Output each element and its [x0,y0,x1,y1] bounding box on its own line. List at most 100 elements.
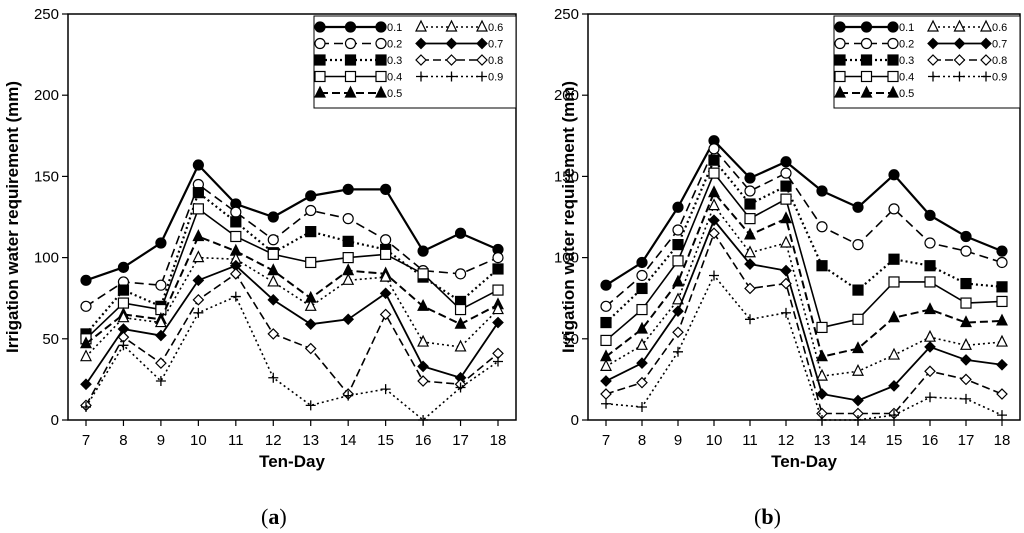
data-point [780,180,792,192]
y-tick-label: 100 [554,250,579,267]
data-point [852,284,864,296]
data-point [636,376,648,389]
data-point [636,357,648,370]
data-point [996,334,1008,347]
data-point [744,227,756,240]
data-point [192,250,205,263]
legend-marker [954,71,965,82]
legend-marker [860,85,873,98]
data-point [80,349,92,362]
data-point [192,187,204,199]
series-0.7 [80,259,504,391]
legend-marker [980,37,992,50]
legend-item-0.4: 0.4 [834,70,914,84]
data-point [780,235,792,248]
data-point [744,213,756,225]
panel-b: 0 50 100 150 200 250 7 8 9 10 11 12 13 14 15 16 17 18 Ten-… [554,6,1021,529]
data-point [888,276,900,288]
legend-item-0.9: 0.9 [928,71,1007,84]
data-point [417,334,430,347]
legend-label: 0.6 [488,22,503,34]
legend-marker [344,37,357,50]
x-tick-label: 18 [490,432,507,449]
legend-label: 0.6 [992,22,1007,34]
legend-label: 0.7 [488,39,503,51]
legend-marker [887,85,899,98]
legend-marker [834,85,846,98]
data-point [155,279,167,291]
data-point [229,267,242,280]
data-point [342,183,354,195]
data-point [342,235,354,247]
legend-label: 0.5 [899,88,914,100]
legend-item-0.5: 0.5 [834,85,914,100]
legend-item-0.1: 0.1 [834,21,914,34]
data-point [192,203,204,215]
data-point [888,347,900,360]
data-point [267,328,280,340]
data-point [154,315,167,328]
legend-marker [927,19,939,32]
data-point [601,398,611,409]
data-point [192,293,205,306]
data-point [230,230,242,243]
data-point [924,209,936,221]
legend-marker [415,54,427,66]
series-line [605,219,1003,402]
legend-marker [953,19,966,32]
data-point [708,167,720,179]
legend-marker [314,21,326,33]
data-point [417,298,430,311]
legend-item-0.8: 0.8 [415,54,503,67]
data-point [708,143,720,155]
legend-item-0.2: 0.2 [314,37,402,51]
series-0.6 [600,198,1008,381]
legend-marker [476,19,488,32]
legend-marker [476,37,488,50]
data-point [454,227,467,239]
data-point [418,415,429,425]
data-point [267,293,280,306]
legend-label: 0.1 [387,22,402,34]
series-0.9 [601,270,1007,425]
data-point [600,334,612,347]
legend-marker [445,19,458,32]
panel-label: (a) [261,504,287,529]
legend-marker [860,70,873,83]
data-point [816,221,828,233]
legend-marker [375,70,387,83]
legend-marker [375,85,387,98]
series-line [85,273,499,406]
data-point [960,354,972,366]
x-tick-label: 9 [674,432,682,449]
series-line [605,274,1003,421]
legend-label: 0.8 [992,55,1007,67]
y-tick-label: 250 [34,6,59,23]
data-point [304,342,317,355]
data-point [267,274,280,287]
legend-label: 0.9 [488,72,503,84]
series-0.3 [600,154,1008,329]
data-point [492,263,504,275]
data-point [600,375,612,387]
legend-marker [344,70,357,83]
data-point [996,281,1008,293]
x-tick-label: 14 [340,432,357,449]
data-point [996,388,1008,400]
plot-frame [67,13,517,421]
data-point [744,245,756,258]
data-point [305,256,317,269]
data-point [193,307,204,318]
data-point [924,341,936,353]
panel-label: (b) [754,504,781,529]
legend-label: 0.1 [899,22,914,34]
data-point [80,336,92,349]
series-0.5 [80,229,504,349]
data-point [744,185,756,197]
legend-marker [953,54,966,66]
data-point [305,226,317,238]
legend-label: 0.7 [992,39,1007,51]
data-point [960,277,972,290]
data-point [636,282,648,295]
